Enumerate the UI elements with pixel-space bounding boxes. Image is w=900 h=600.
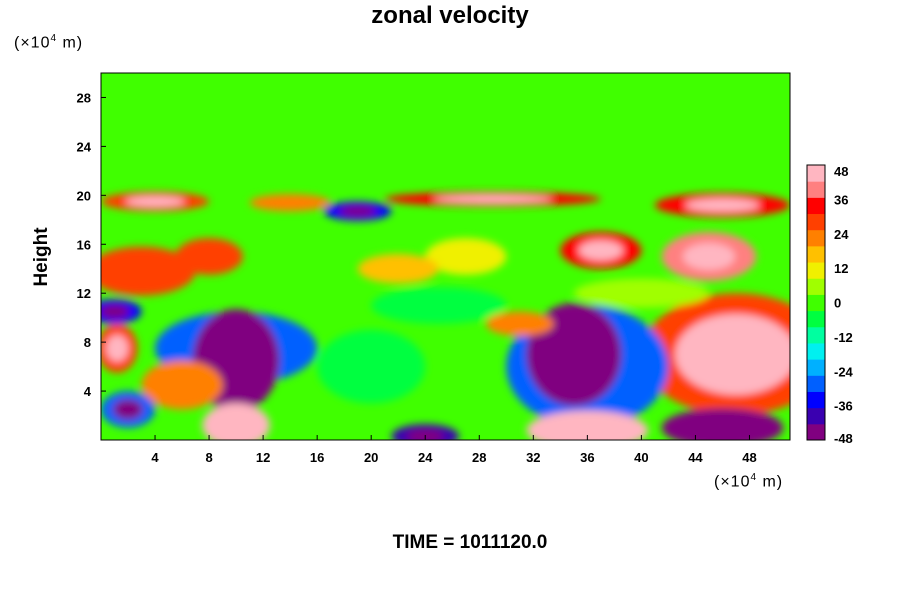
field-feature-core bbox=[217, 413, 255, 438]
field-feature-core bbox=[125, 196, 185, 207]
field-feature-core bbox=[212, 332, 260, 389]
x-tick-label: 16 bbox=[310, 450, 324, 465]
field-feature bbox=[371, 287, 507, 324]
chart-title: zonal velocity bbox=[371, 2, 529, 29]
colorbar-tick-label: -12 bbox=[834, 330, 853, 345]
y-tick-label: 12 bbox=[77, 286, 91, 301]
x-tick-label: 28 bbox=[472, 450, 486, 465]
y-tick-label: 16 bbox=[77, 237, 91, 252]
y-tick-label: 28 bbox=[77, 90, 91, 105]
colorbar-frame bbox=[806, 164, 826, 441]
colorbar-swatch bbox=[807, 197, 825, 215]
colorbar-swatch bbox=[807, 359, 825, 376]
y-tick-label: 20 bbox=[77, 188, 91, 203]
colorbar-swatch bbox=[807, 165, 825, 182]
colorbar-tick-label: 12 bbox=[834, 261, 848, 276]
colorbar-swatch bbox=[807, 278, 825, 295]
field-feature bbox=[357, 254, 439, 284]
field-feature-core bbox=[113, 399, 143, 420]
x-tick-label: 48 bbox=[742, 450, 756, 465]
field-feature bbox=[101, 246, 196, 296]
field-feature bbox=[141, 360, 223, 410]
x-tick-label: 44 bbox=[688, 450, 703, 465]
colorbar-swatch bbox=[807, 423, 825, 441]
colorbar-swatch bbox=[807, 326, 825, 344]
y-tick-label: 8 bbox=[84, 335, 91, 350]
colorbar-tick-label: -48 bbox=[834, 431, 853, 446]
plot-frame bbox=[100, 72, 791, 441]
field-feature-core bbox=[689, 417, 756, 439]
field-feature bbox=[425, 238, 507, 275]
field-feature bbox=[249, 194, 331, 212]
x-tick-label: 32 bbox=[526, 450, 540, 465]
colorbar-swatch bbox=[807, 375, 825, 392]
colorbar-swatch bbox=[807, 245, 825, 263]
colorbar-tick-label: 36 bbox=[834, 192, 848, 207]
field-feature-core bbox=[433, 194, 553, 204]
field-feature-core bbox=[702, 332, 770, 377]
field-feature-core bbox=[101, 304, 130, 319]
colorbar-tick-label: 0 bbox=[834, 296, 841, 311]
colorbar-tick-label: 48 bbox=[834, 164, 848, 179]
time-label: TIME = 1011120.0 bbox=[392, 532, 548, 553]
colorbar-swatch bbox=[807, 342, 825, 360]
field-feature-core bbox=[685, 198, 760, 212]
colorbar-swatch bbox=[807, 213, 825, 231]
field-feature-core bbox=[406, 429, 444, 440]
colorbar-swatch bbox=[807, 181, 825, 198]
x-tick-label: 24 bbox=[418, 450, 433, 465]
colorbar-tick-label: -36 bbox=[834, 399, 853, 414]
field-feature-core bbox=[682, 243, 735, 270]
field-feature-core bbox=[106, 334, 129, 362]
colorbar-swatch bbox=[807, 229, 825, 247]
field-feature-core bbox=[578, 240, 624, 261]
field-feature-core bbox=[553, 419, 621, 440]
field-feature-core bbox=[339, 205, 377, 217]
colorbar-tick-label: 24 bbox=[834, 227, 849, 242]
field-feature bbox=[573, 278, 709, 308]
x-tick-label: 40 bbox=[634, 450, 648, 465]
x-tick-label: 12 bbox=[256, 450, 270, 465]
colorbar-swatch bbox=[807, 294, 825, 312]
colorbar-swatch bbox=[807, 262, 825, 279]
field-feature bbox=[317, 329, 426, 404]
colorbar-swatch bbox=[807, 391, 825, 409]
colorbar-swatch bbox=[807, 407, 825, 425]
x-tick-label: 20 bbox=[364, 450, 378, 465]
colorbar-swatch bbox=[807, 310, 825, 328]
x-tick-label: 8 bbox=[205, 450, 212, 465]
x-tick-label: 36 bbox=[580, 450, 594, 465]
field-feature bbox=[486, 311, 554, 337]
field-feature bbox=[175, 238, 243, 275]
field-feature-core bbox=[547, 326, 600, 383]
colorbar-tick-label: -24 bbox=[834, 364, 854, 379]
y-tick-label: 4 bbox=[84, 384, 92, 399]
x-tick-label: 4 bbox=[151, 450, 159, 465]
y-axis-unit: (×104 m) bbox=[14, 33, 84, 52]
y-tick-label: 24 bbox=[77, 139, 92, 154]
x-axis-unit: (×104 m) bbox=[714, 472, 784, 491]
